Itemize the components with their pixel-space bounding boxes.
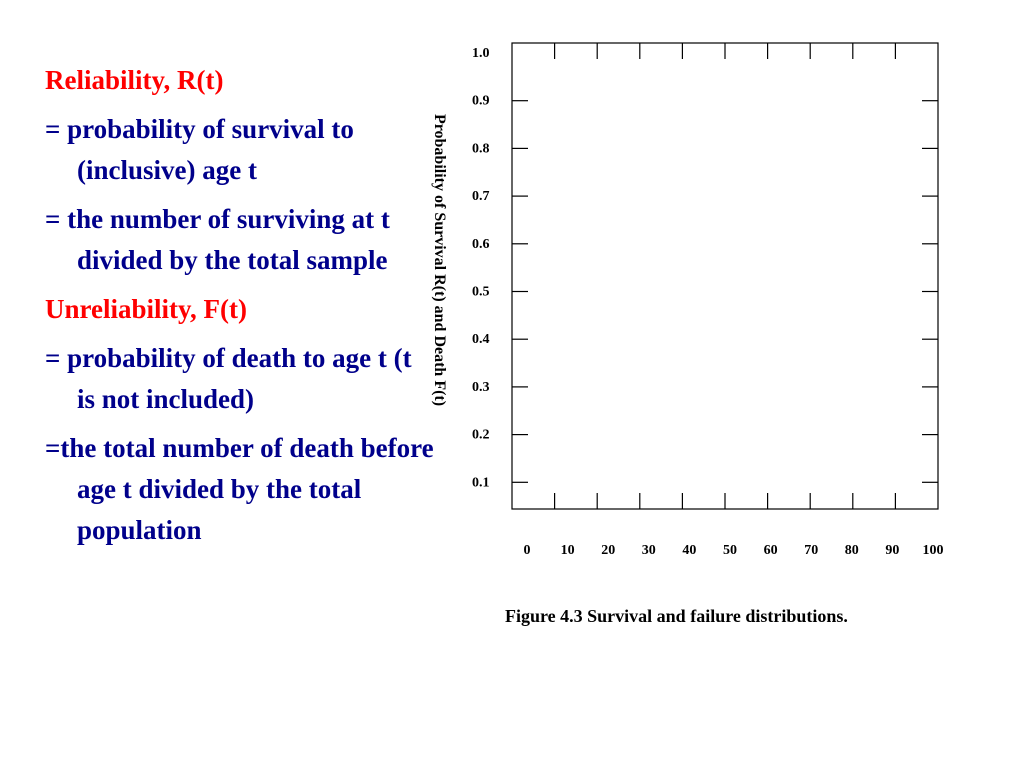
unreliability-heading: Unreliability, F(t) xyxy=(45,294,247,324)
y-tick-label: 0.7 xyxy=(472,189,490,204)
definitions-text: Reliability, R(t) = probability of survi… xyxy=(45,60,435,559)
unreliability-definition-2: =the total number of death before age t … xyxy=(45,433,434,545)
x-tick-label: 10 xyxy=(561,543,575,558)
y-tick-label: 0.9 xyxy=(472,94,490,109)
y-tick-labels: 0.1 0.2 0.3 0.4 0.5 0.6 0.7 0.8 0.9 1.0 xyxy=(472,46,490,490)
x-tick-label: 100 xyxy=(923,543,944,558)
plot-frame xyxy=(511,42,939,510)
y-tick-label: 0.4 xyxy=(472,332,490,347)
x-tick-label: 30 xyxy=(642,543,656,558)
x-tick-label: 70 xyxy=(804,543,818,558)
x-tick-label: 20 xyxy=(601,543,615,558)
x-tick-label: 40 xyxy=(682,543,696,558)
figure-caption: Figure 4.3 Survival and failure distribu… xyxy=(505,606,848,626)
x-tick-label: 60 xyxy=(764,543,778,558)
y-tick-label: 0.5 xyxy=(472,285,490,300)
x-tick-label: 90 xyxy=(885,543,899,558)
y-tick-label: 0.2 xyxy=(472,428,490,443)
x-tick-label: 0 xyxy=(524,543,531,558)
y-tick-label: 0.3 xyxy=(472,380,490,395)
y-tick-label: 0.6 xyxy=(472,237,490,252)
axis-ticks xyxy=(512,43,938,509)
reliability-definition-2: = the number of surviving at t divided b… xyxy=(45,204,390,275)
reliability-definition-1: = probability of survival to (inclusive)… xyxy=(45,114,354,185)
reliability-heading: Reliability, R(t) xyxy=(45,65,224,95)
y-tick-label: 0.1 xyxy=(472,475,490,490)
x-tick-labels: 0 10 20 30 40 50 60 70 80 90 100 xyxy=(524,543,944,558)
x-tick-label: 80 xyxy=(845,543,859,558)
y-axis-label: Probability of Survival R(t) and Death F… xyxy=(431,114,448,406)
y-tick-label: 0.8 xyxy=(472,141,490,156)
y-tick-label: 1.0 xyxy=(472,46,490,61)
unreliability-definition-1: = probability of death to age t (t is no… xyxy=(45,343,412,414)
x-tick-label: 50 xyxy=(723,543,737,558)
